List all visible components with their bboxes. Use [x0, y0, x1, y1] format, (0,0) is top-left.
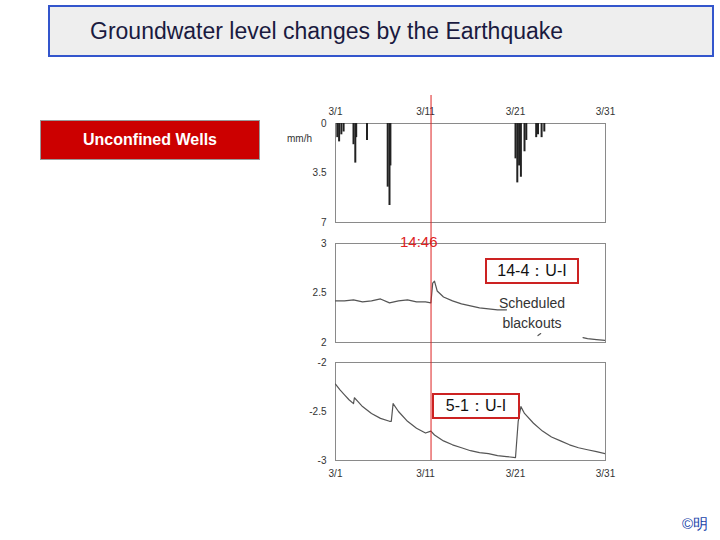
svg-text:3/31: 3/31	[596, 106, 616, 117]
html-text:©明: ©明	[681, 515, 708, 532]
svg-text:2: 2	[321, 337, 327, 347]
svg-text:3/21: 3/21	[506, 106, 526, 117]
html-text:5-1：U-I: 5-1：U-I	[445, 397, 507, 414]
svg-text:7: 7	[321, 217, 327, 226]
svg-text:0: 0	[321, 118, 327, 129]
svg-text:3/11: 3/11	[416, 468, 435, 479]
svg-text:3/1: 3/1	[329, 468, 343, 479]
svg-text:3/31: 3/31	[596, 468, 616, 479]
svg-text:3: 3	[321, 238, 327, 249]
html-text:Unconfined Wells: Unconfined Wells	[83, 131, 217, 148]
svg-text:3.5: 3.5	[313, 167, 327, 178]
svg-text:3/21: 3/21	[506, 468, 526, 479]
html-text:mm/h: mm/h	[287, 133, 312, 144]
svg-text:-2.5: -2.5	[309, 406, 327, 417]
html-text:Scheduled blackouts: Scheduled blackouts	[498, 295, 566, 331]
svg-text:3/1: 3/1	[329, 106, 343, 117]
html-text:14:46: 14:46	[400, 233, 438, 250]
svg-text:-2: -2	[318, 357, 327, 368]
svg-text:2.5: 2.5	[313, 287, 327, 298]
svg-text:-3: -3	[318, 455, 327, 466]
html-text:14-4：U-I: 14-4：U-I	[497, 262, 567, 279]
svg-text:3/11: 3/11	[416, 106, 435, 117]
html-text:Groundwater level changes by t: Groundwater level changes by the Earthqu…	[90, 18, 564, 44]
